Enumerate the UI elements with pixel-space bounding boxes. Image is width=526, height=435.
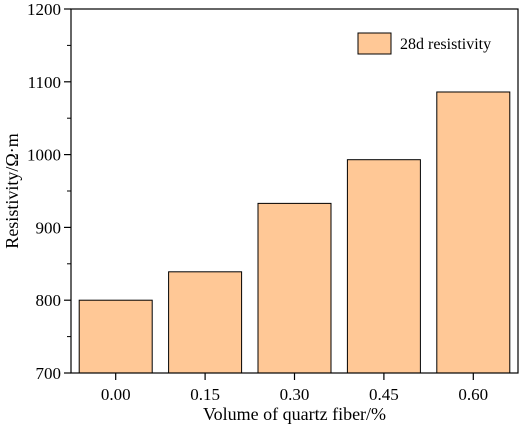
bar-0.45 bbox=[346, 159, 421, 374]
y-tick-label: 1100 bbox=[28, 73, 61, 92]
bar-0.30 bbox=[257, 202, 332, 374]
bar-0.60 bbox=[436, 91, 511, 374]
legend-label: 28d resistivity bbox=[400, 36, 491, 53]
x-tick-label: 0.45 bbox=[369, 385, 399, 404]
y-tick-label: 1000 bbox=[27, 146, 61, 165]
y-tick-label: 700 bbox=[36, 364, 62, 383]
bar-0.15 bbox=[168, 271, 243, 374]
legend-swatch bbox=[357, 32, 392, 55]
ticks-group: 700 800 900 1000 1100 1200 0.00 0.15 0.30 0.45 0.6… bbox=[27, 0, 488, 404]
x-tick-label: 0.60 bbox=[458, 385, 488, 404]
y-tick-label: 1200 bbox=[27, 0, 61, 19]
bars-group bbox=[78, 91, 511, 374]
x-tick-label: 0.30 bbox=[280, 385, 310, 404]
y-tick-label: 800 bbox=[36, 291, 62, 310]
x-axis-title: Volume of quartz fiber/% bbox=[203, 404, 386, 424]
bar-0.00 bbox=[78, 299, 153, 374]
y-axis-title: Resistivity/Ω·m bbox=[2, 133, 22, 248]
y-tick-label: 900 bbox=[36, 218, 62, 237]
x-tick-label: 0.15 bbox=[190, 385, 220, 404]
x-tick-label: 0.00 bbox=[101, 385, 131, 404]
legend: 28d resistivity bbox=[357, 32, 491, 55]
